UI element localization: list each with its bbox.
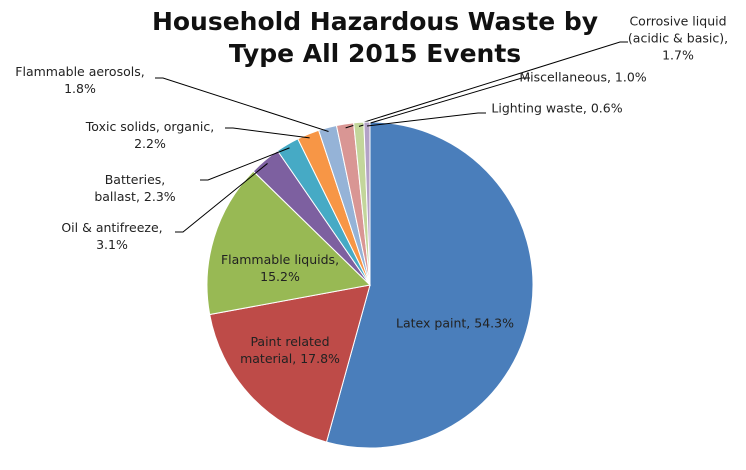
data-label: Corrosive liquid (acidic & basic), 1.7% xyxy=(627,13,729,63)
leader-line xyxy=(225,127,310,139)
pie-slice xyxy=(325,121,534,449)
pie-slice xyxy=(363,121,371,286)
data-label: Paint related material, 17.8% xyxy=(240,334,340,366)
chart-title: Household Hazardous Waste by Type All 20… xyxy=(151,7,599,68)
leader-line xyxy=(175,163,268,233)
data-label: Toxic solids, organic, 2.2% xyxy=(85,119,215,151)
leader-line xyxy=(345,41,628,129)
data-label: Flammable liquids, 15.2% xyxy=(220,252,340,284)
data-label: Oil & antifreeze, 3.1% xyxy=(61,220,163,252)
data-label: Flammable aerosols, 1.8% xyxy=(15,64,145,96)
pie-slice xyxy=(209,284,371,443)
data-label: Latex paint, 54.3% xyxy=(396,315,514,331)
pie-slice xyxy=(206,170,372,316)
data-label: Miscellaneous, 1.0% xyxy=(519,69,647,85)
data-label: Lighting waste, 0.6% xyxy=(491,100,623,116)
leader-line xyxy=(200,147,290,181)
leader-line xyxy=(155,77,329,132)
data-label: Batteries, ballast, 2.3% xyxy=(94,172,176,204)
leader-line xyxy=(366,112,486,127)
leader-line xyxy=(358,77,530,127)
